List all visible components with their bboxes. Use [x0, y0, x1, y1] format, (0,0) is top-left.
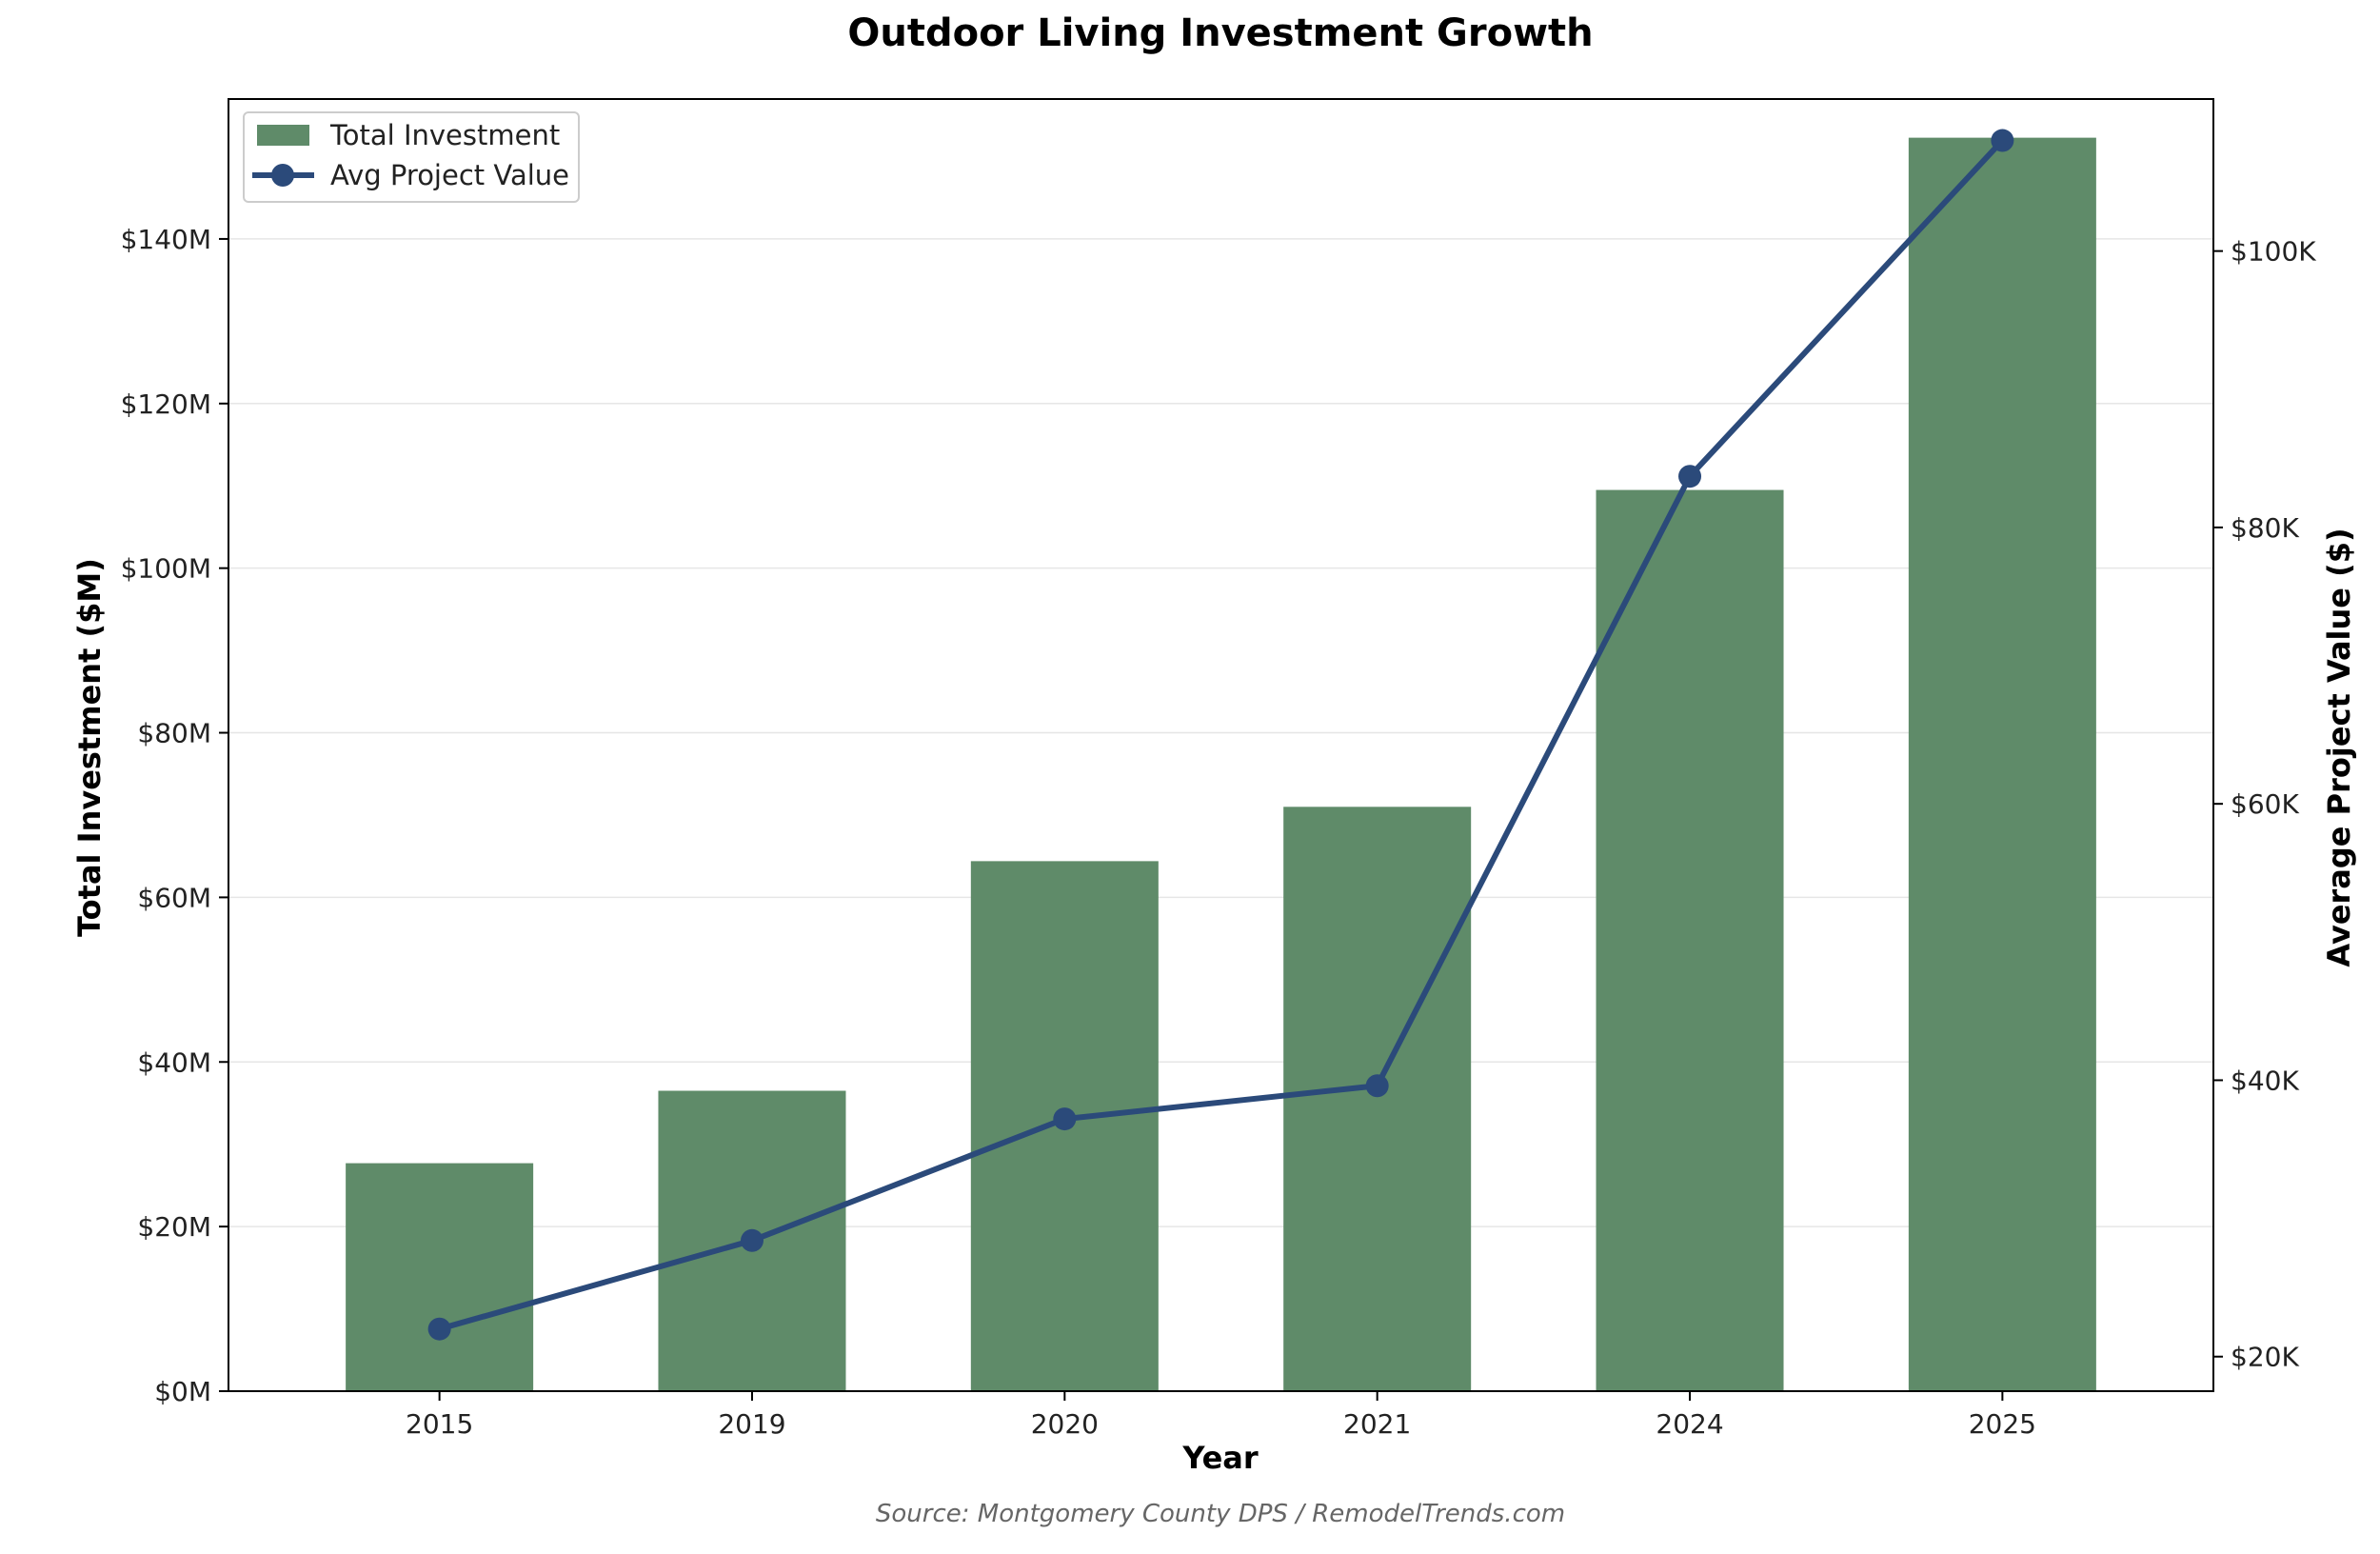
bar-series: [346, 137, 2096, 1392]
legend: Total Investment Avg Project Value: [243, 111, 580, 203]
x-tick-label-2025: 2025: [1969, 1408, 2036, 1440]
bar-2021: [1283, 807, 1472, 1391]
right-tick-label-4: $100K: [2231, 236, 2316, 268]
bar-2015: [346, 1163, 534, 1391]
legend-box: [243, 111, 580, 203]
left-tick-label-0: $0M: [154, 1376, 211, 1407]
right-tick-label-2: $60K: [2231, 788, 2299, 820]
left-tick-label-7: $140M: [121, 224, 211, 255]
x-tick-label-2020: 2020: [1031, 1408, 1099, 1440]
point-2020: [1053, 1107, 1077, 1131]
legend-label-avg-project-value: Avg Project Value: [330, 159, 569, 191]
legend-label-total-investment: Total Investment: [329, 119, 560, 151]
bar-2025: [1908, 137, 2096, 1392]
line-series: [427, 129, 2014, 1341]
line-avg-project-value: [436, 137, 2006, 1332]
chart-title: Outdoor Living Investment Growth: [847, 11, 1593, 55]
left-tick-label-4: $80M: [137, 718, 211, 749]
point-2021: [1365, 1074, 1389, 1098]
x-tick-label-2024: 2024: [1656, 1408, 1723, 1440]
right-y-axis: $20K $40K $60K $80K $100K: [2213, 236, 2316, 1373]
x-axis-label: Year: [1181, 1440, 1259, 1476]
point-2015: [427, 1317, 451, 1341]
x-tick-label-2015: 2015: [406, 1408, 473, 1440]
right-tick-label-3: $80K: [2231, 512, 2299, 544]
legend-line-marker: [271, 164, 294, 187]
x-tick-label-2021: 2021: [1343, 1408, 1411, 1440]
left-tick-label-6: $120M: [121, 388, 211, 420]
left-tick-label-3: $60M: [137, 882, 211, 913]
left-tick-label-1: $20M: [137, 1211, 211, 1243]
left-tick-label-2: $40M: [137, 1046, 211, 1078]
point-2019: [740, 1228, 764, 1252]
right-tick-label-1: $40K: [2231, 1065, 2299, 1096]
x-tick-label-2019: 2019: [718, 1408, 785, 1440]
source-note: Source: Montgomery County DPS / RemodelT…: [876, 1500, 1565, 1528]
point-2025: [1991, 129, 2014, 152]
x-axis: 2015 2019 2020 2021 2024 2025: [406, 1391, 2036, 1440]
left-y-axis: $0M $20M $40M $60M $80M $100M $120M $140M: [121, 224, 228, 1407]
legend-bar-swatch: [257, 125, 309, 146]
bar-2024: [1596, 489, 1784, 1391]
plot-frame: [228, 98, 2214, 1392]
right-tick-label-0: $20K: [2231, 1342, 2299, 1373]
gridlines: [228, 238, 2213, 1227]
point-2024: [1678, 465, 1702, 488]
left-y-axis-label: Total Investment ($M): [71, 558, 108, 937]
left-tick-label-5: $100M: [121, 553, 211, 585]
right-y-axis-label: Average Project Value ($): [2321, 528, 2357, 966]
